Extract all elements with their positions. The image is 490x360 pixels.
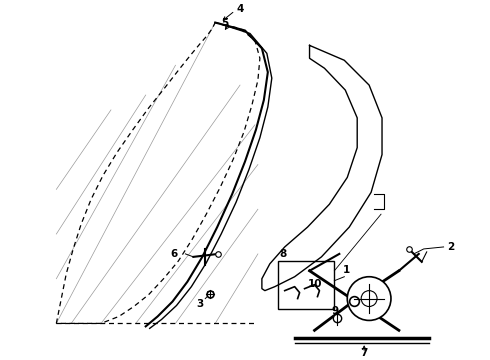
Text: 2: 2	[447, 242, 454, 252]
Text: 10: 10	[308, 279, 323, 289]
Circle shape	[361, 291, 377, 306]
Text: 5: 5	[221, 18, 229, 27]
Bar	[278, 261, 334, 309]
Text: 6: 6	[170, 249, 177, 259]
Text: 7: 7	[361, 348, 368, 358]
Text: 4: 4	[236, 4, 244, 14]
Text: 8: 8	[279, 249, 286, 259]
Text: 9: 9	[332, 306, 339, 316]
Text: 3: 3	[196, 298, 204, 309]
Circle shape	[347, 277, 391, 320]
Text: 1: 1	[343, 265, 350, 275]
